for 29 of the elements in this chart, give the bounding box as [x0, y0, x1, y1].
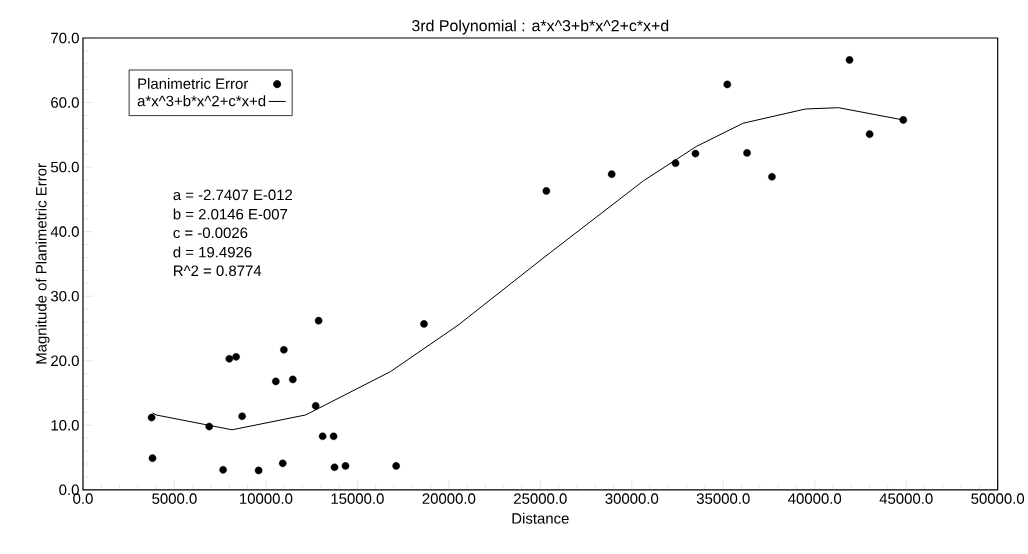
y-tick-label: 60.0 — [51, 97, 79, 108]
y-tick-label: 30.0 — [50, 290, 79, 302]
x-tick-label: 0.0 — [73, 493, 93, 505]
y-tick-label: 10.0 — [51, 420, 79, 431]
annotation: b = 2.0146 E-007 — [173, 208, 288, 220]
y-tick-label: 40.0 — [50, 226, 79, 238]
y-tick-label: 20.0 — [51, 355, 79, 367]
x-tick-label: 15000.0 — [331, 493, 384, 505]
y-axis-title: Magnitude of Planimetric Error — [35, 163, 50, 364]
annotation: c = -0.0026 — [173, 227, 248, 239]
legend-label: a*x^3+b*x^2+c*x+d — [137, 95, 266, 107]
y-tick-label: 50.0 — [50, 161, 79, 173]
chart-title: 3rd Polynomial : a*x^3+b*x^2+c*x+d — [412, 19, 669, 35]
annotation: d = 19.4926 — [173, 246, 252, 258]
y-tick-label: 0.0 — [59, 484, 79, 496]
x-axis-title: Distance — [512, 512, 569, 524]
x-tick-label: 30000.0 — [605, 493, 659, 505]
annotation: R^2 = 0.8774 — [174, 265, 262, 277]
x-tick-label: 50000.0 — [971, 493, 1025, 505]
x-tick-label: 20000.0 — [422, 493, 476, 505]
x-tick-label: 45000.0 — [879, 493, 933, 505]
x-tick-label: 35000.0 — [696, 493, 750, 505]
x-tick-label: 10000.0 — [240, 493, 293, 505]
x-tick-label: 25000.0 — [514, 493, 567, 505]
annotation: a = -2.7407 E-012 — [173, 189, 293, 201]
legend-label: Planimetric Error — [138, 78, 249, 90]
x-tick-label: 40000.0 — [788, 493, 842, 505]
x-tick-label: 5000.0 — [152, 493, 197, 505]
y-tick-label: 70.0 — [51, 32, 79, 44]
